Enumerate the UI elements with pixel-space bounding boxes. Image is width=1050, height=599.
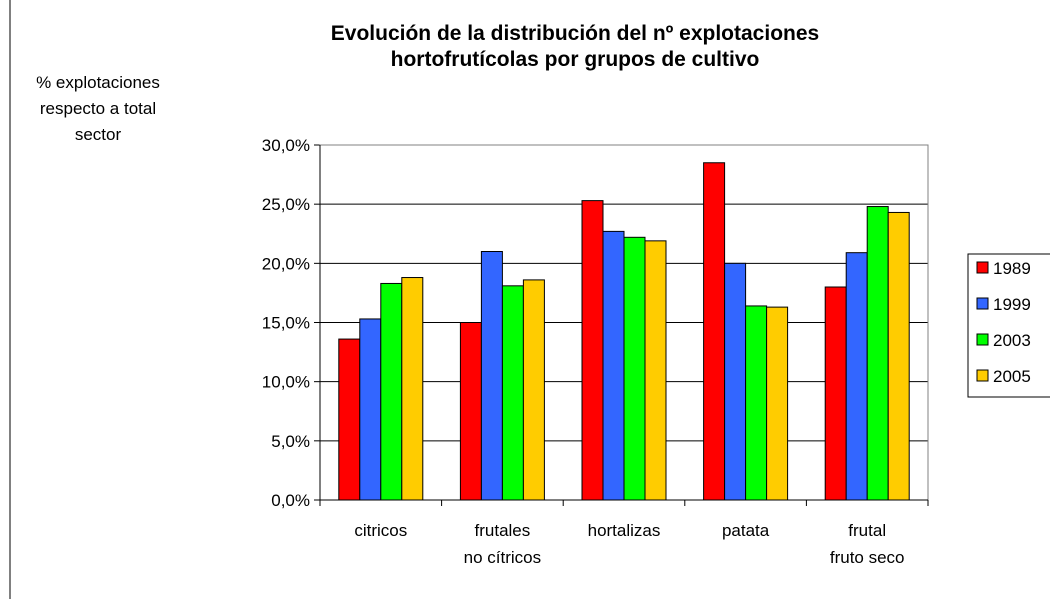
legend-label: 2005 <box>993 367 1031 386</box>
x-tick-label: hortalizas <box>588 521 661 540</box>
bar <box>745 305 768 501</box>
bar <box>380 282 403 501</box>
y-tick-label: 0,0% <box>271 491 310 510</box>
legend-swatch <box>976 261 989 274</box>
bar <box>522 279 545 501</box>
y-axis-label: % explotaciones respecto a total sector <box>36 73 160 144</box>
bar <box>338 338 361 501</box>
y-tick-label: 15,0% <box>262 314 310 333</box>
bar <box>501 285 524 501</box>
bar <box>480 251 503 501</box>
bar <box>824 286 847 501</box>
bar <box>703 162 726 501</box>
x-tick-label: citricos <box>354 521 407 540</box>
legend-label: 1989 <box>993 259 1031 278</box>
legend-swatch <box>976 297 989 310</box>
bar <box>866 206 889 501</box>
bar <box>459 322 482 501</box>
bar <box>401 277 424 501</box>
y-tick-label: 30,0% <box>262 136 310 155</box>
bar <box>644 240 667 501</box>
bar <box>581 200 604 501</box>
bar <box>887 211 910 501</box>
bar <box>845 252 868 501</box>
x-tick-label: frutal fruto seco <box>830 521 905 567</box>
bar <box>602 230 625 501</box>
legend-label: 1999 <box>993 295 1031 314</box>
y-tick-label: 10,0% <box>262 373 310 392</box>
x-tick-label: patata <box>722 521 770 540</box>
y-tick-label: 25,0% <box>262 195 310 214</box>
y-tick-label: 5,0% <box>271 432 310 451</box>
legend-swatch <box>976 333 989 346</box>
bar <box>766 306 789 501</box>
bar <box>359 318 382 501</box>
x-tick-label: frutales no cítricos <box>464 521 541 567</box>
legend <box>967 253 1050 398</box>
chart-title: Evolución de la distribución del nº expl… <box>331 22 819 71</box>
bar <box>623 236 646 501</box>
y-tick-label: 20,0% <box>262 254 310 273</box>
legend-label: 2003 <box>993 331 1031 350</box>
legend-swatch <box>976 369 989 382</box>
bar <box>724 262 747 501</box>
